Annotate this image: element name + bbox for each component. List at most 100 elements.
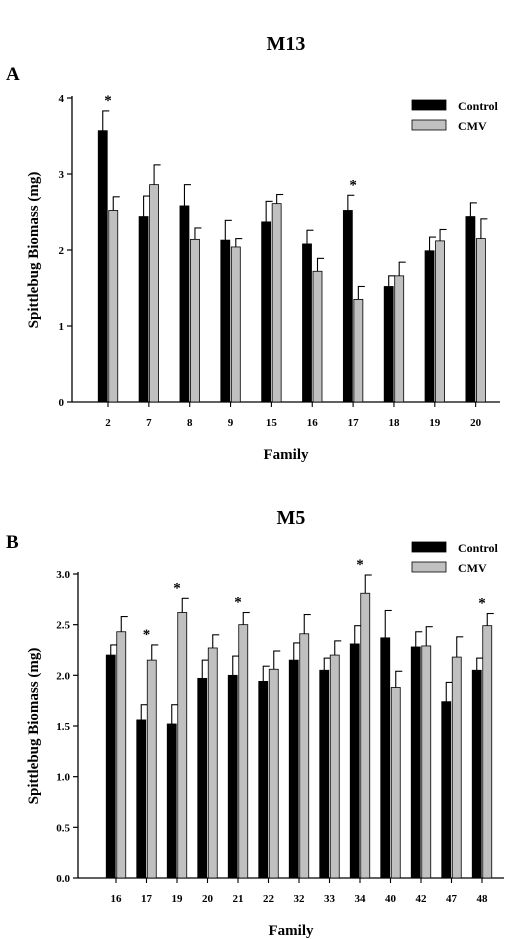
x-tick-label: 34: [355, 893, 367, 905]
bar-control: [227, 674, 238, 879]
bar-control: [197, 677, 208, 879]
chart-panel-a: M13 A 0 1 2 3 4 Spittlebug Biomass (mg) Family 2 *…: [6, 33, 500, 463]
x-tick-label: 7: [146, 417, 152, 429]
bar-cmv: [271, 203, 282, 403]
x-tick-label: 9: [228, 417, 234, 429]
legend-swatch-cmv: [411, 561, 447, 573]
panel-label: B: [6, 532, 19, 553]
bar-cmv: [268, 668, 279, 879]
x-tick-label: 47: [446, 893, 458, 905]
significance-marker: *: [356, 557, 364, 573]
bar-control: [380, 637, 391, 879]
legend-swatch-cmv: [411, 119, 447, 131]
bar-cmv: [394, 275, 405, 403]
y-tick-label: 2: [59, 245, 65, 257]
bar-cmv: [482, 625, 493, 879]
bar-control: [258, 681, 269, 879]
panel-label: A: [6, 64, 20, 85]
y-axis-label: Spittlebug Biomass (mg): [26, 648, 42, 805]
x-tick-label: 8: [187, 417, 193, 429]
bar-cmv: [116, 631, 127, 879]
y-tick-label: 1.5: [56, 721, 70, 733]
y-tick-label: 1: [59, 321, 65, 333]
y-tick-label: 3: [59, 169, 65, 181]
legend-label-control: Control: [458, 541, 498, 555]
x-tick-label: 42: [416, 893, 428, 905]
bar-cmv: [190, 238, 200, 403]
bar-control: [319, 669, 330, 879]
bar-cmv: [353, 298, 364, 403]
y-tick-label: 3.0: [56, 569, 70, 581]
bar-cmv: [360, 592, 371, 879]
bar-cmv: [207, 647, 218, 879]
x-tick-label: 20: [470, 417, 482, 429]
x-tick-label: 20: [202, 893, 214, 905]
y-tick-label: 0.5: [56, 822, 70, 834]
bar-cmv: [451, 656, 462, 879]
x-tick-label: 17: [141, 893, 153, 905]
bar-control: [179, 205, 190, 403]
bar-control: [342, 210, 353, 403]
bar-cmv: [421, 645, 432, 879]
legend-label-cmv: CMV: [458, 119, 487, 133]
bar-cmv: [149, 184, 160, 403]
bar-control: [166, 723, 177, 879]
x-tick-label: 18: [388, 417, 400, 429]
significance-marker: *: [143, 627, 151, 643]
bar-control: [349, 643, 360, 879]
x-tick-label: 22: [263, 893, 275, 905]
significance-marker: *: [349, 177, 357, 193]
y-tick-label: 0: [59, 397, 65, 409]
bar-control: [136, 719, 147, 879]
bar-control: [383, 286, 394, 403]
x-tick-label: 32: [294, 893, 306, 905]
significance-marker: *: [234, 595, 242, 611]
legend-label-control: Control: [458, 99, 498, 113]
y-tick-label: 1.0: [56, 772, 70, 784]
bar-cmv: [230, 246, 241, 403]
bar-control: [97, 130, 108, 403]
bar-cmv: [177, 612, 188, 879]
significance-marker: *: [478, 596, 486, 612]
bar-control: [441, 701, 452, 879]
bar-cmv: [108, 210, 119, 403]
chart-title: M13: [267, 33, 306, 55]
legend-swatch-control: [411, 541, 447, 553]
x-tick-label: 40: [385, 893, 397, 905]
x-tick-label: 2: [105, 417, 111, 429]
chart-panel-b: M5 B 0.0 0.5 1.0 1.5 2.0 2.5 3.0 Spittlebug Bioma…: [6, 507, 504, 939]
x-tick-label: 16: [111, 893, 123, 905]
bar-cmv: [146, 659, 157, 879]
x-tick-label: 33: [324, 893, 336, 905]
x-tick-label: 17: [348, 417, 360, 429]
x-tick-label: 16: [307, 417, 319, 429]
chart-title: M5: [277, 507, 306, 529]
bar-cmv: [390, 687, 401, 879]
bar-control: [424, 250, 435, 403]
bar-control: [138, 216, 149, 403]
bar-control: [288, 659, 299, 879]
bar-control: [261, 221, 272, 403]
bar-cmv: [329, 654, 340, 879]
bar-control: [471, 669, 482, 879]
x-tick-label: 15: [266, 417, 278, 429]
x-tick-label: 21: [233, 893, 244, 905]
bar-control: [465, 216, 476, 403]
bar-cmv: [475, 238, 486, 403]
y-tick-label: 0.0: [56, 873, 70, 885]
x-tick-label: 19: [172, 893, 184, 905]
x-axis-label: Family: [269, 923, 314, 939]
bar-control: [410, 646, 421, 879]
x-axis-label: Family: [264, 447, 309, 463]
x-tick-label: 48: [477, 893, 489, 905]
bar-cmv: [299, 633, 310, 879]
bar-cmv: [312, 270, 323, 403]
bar-cmv: [238, 624, 249, 879]
legend-swatch-control: [411, 99, 447, 111]
bar-control: [105, 654, 116, 879]
y-tick-label: 4: [59, 93, 65, 105]
y-tick-label: 2.0: [56, 670, 70, 682]
bar-control: [302, 243, 312, 403]
y-tick-label: 2.5: [56, 620, 70, 632]
